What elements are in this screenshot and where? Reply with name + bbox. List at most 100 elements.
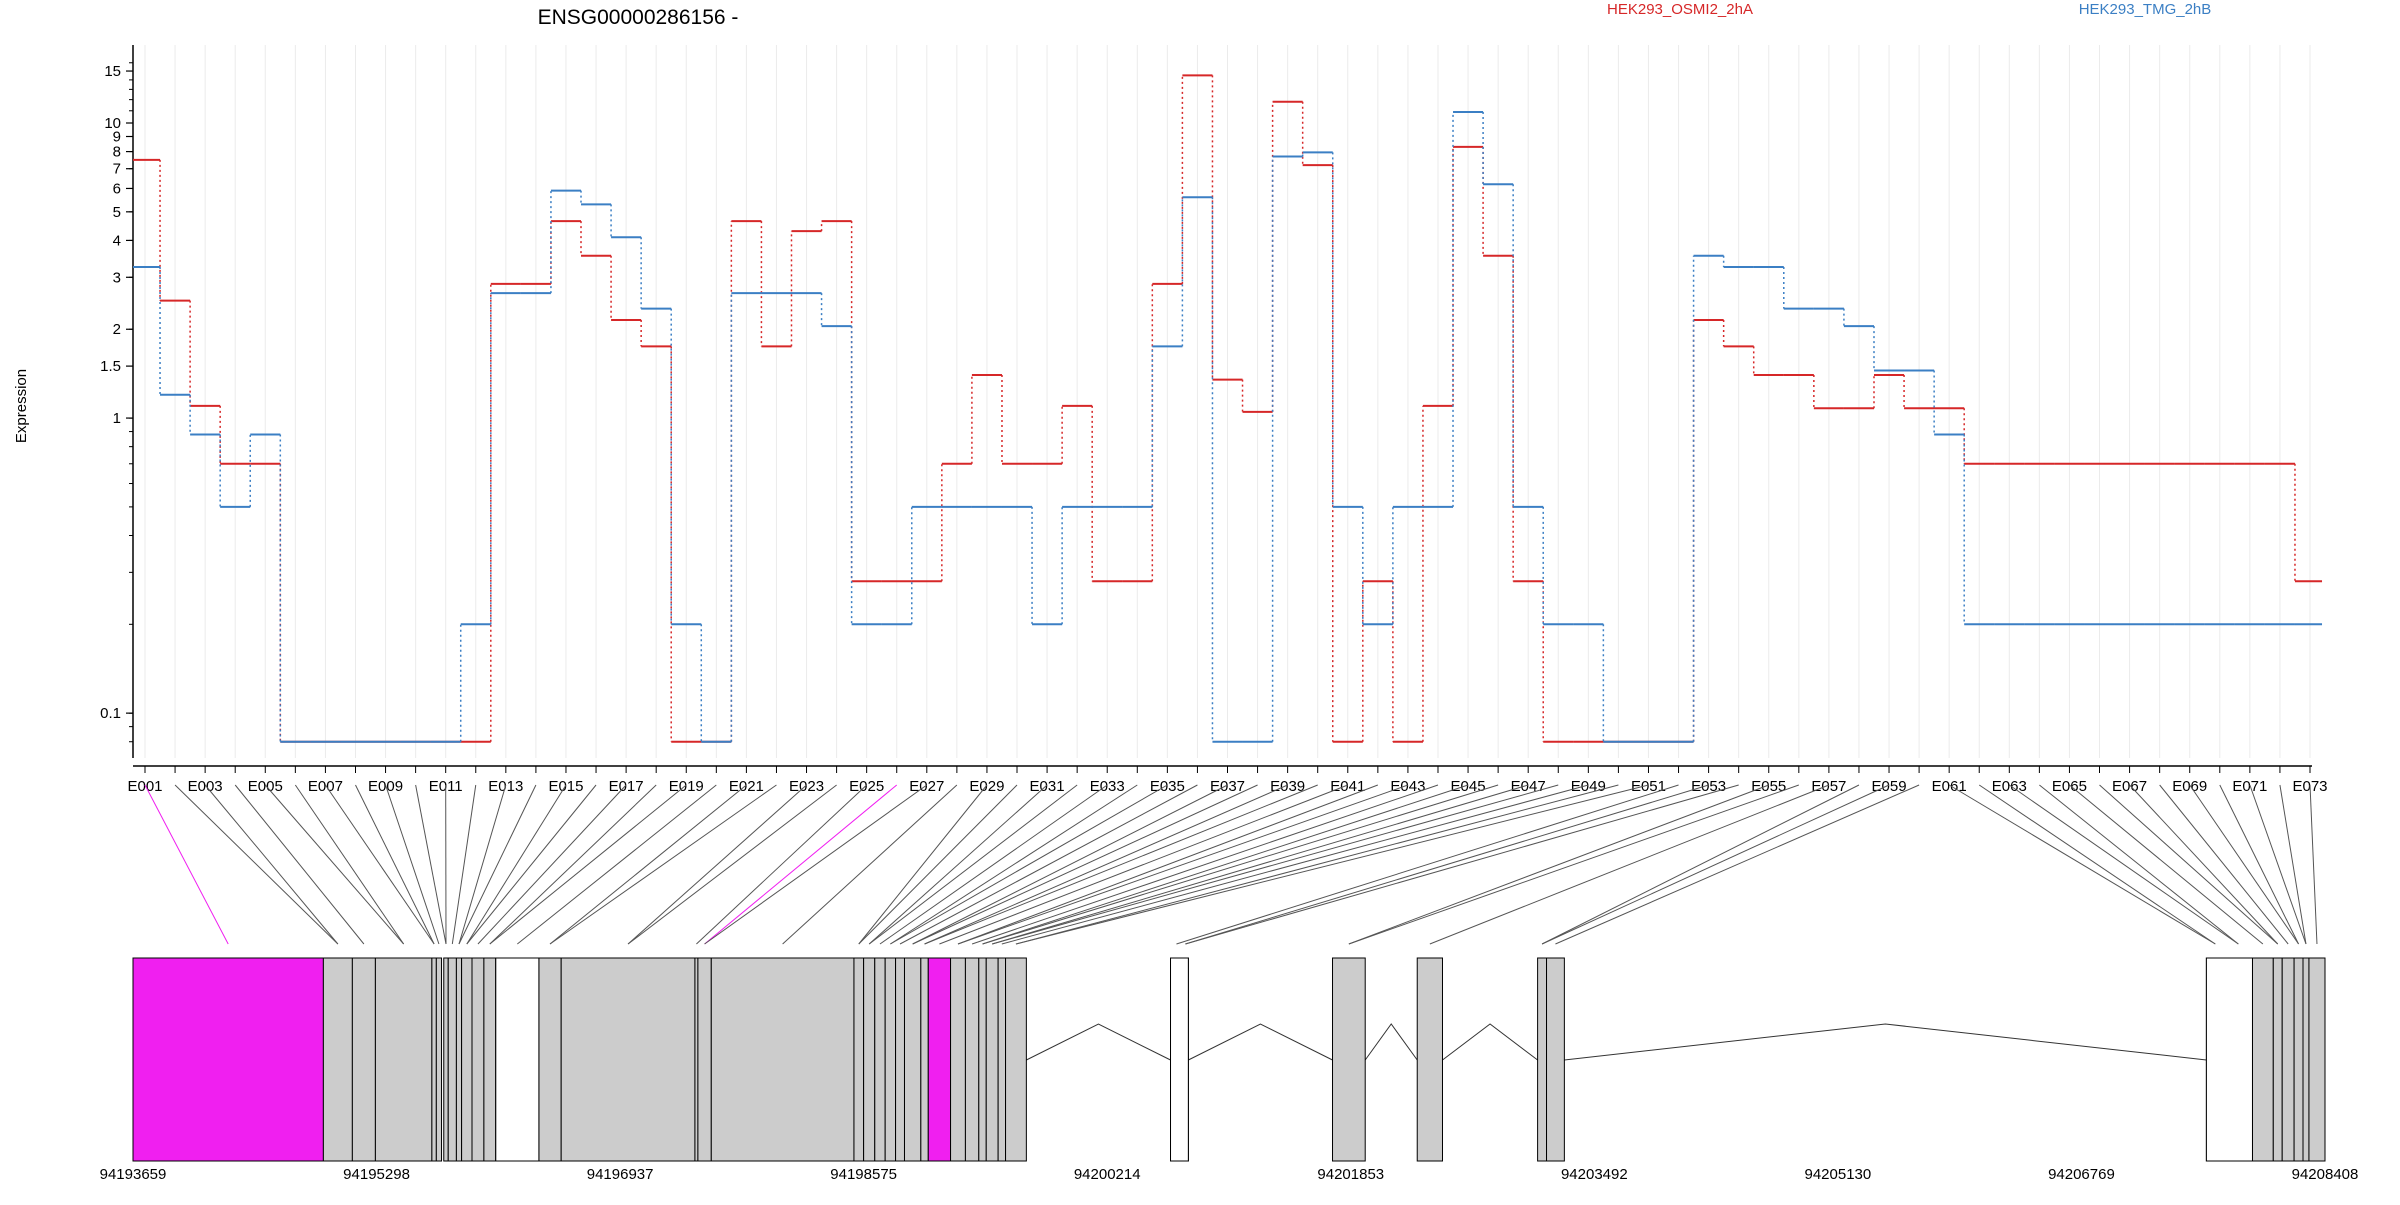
x-tick-label: E057 [1811,778,1846,795]
exon-connector [869,785,1077,944]
y-tick-label: 7 [113,161,121,178]
exon-connector [550,785,776,944]
exon-connector [2160,785,2288,944]
exon-connector [1176,785,1678,944]
exon-box [352,958,375,1161]
exon-box [323,958,352,1161]
exon-connector [295,785,403,944]
intron-line [1564,1024,2206,1060]
x-tick-label: E015 [548,778,583,795]
coordinate-label: 94193659 [100,1166,167,1183]
exon-box [2252,958,2273,1161]
x-tick-label: E045 [1451,778,1486,795]
exon-box [998,958,1005,1161]
exon-connector [490,785,656,944]
y-tick-label: 8 [113,144,121,161]
gene-model: 94193659 94195298 94196937 94198575 94200214… [100,958,2359,1183]
x-tick-label: E041 [1330,778,1365,795]
x-tick-label: E005 [248,778,283,795]
x-tick-label: E031 [1030,778,1065,795]
exon-connector [696,785,866,944]
exon-box [375,958,431,1161]
x-tick-label: E063 [1992,778,2027,795]
x-tick-label: E047 [1511,778,1546,795]
exon-connector [705,785,927,944]
exon-connector [459,785,506,944]
exon-connector [1349,785,1799,944]
y-tick-label: 1 [113,410,121,427]
exon-connector [983,785,1469,944]
x-tick-label: E003 [188,778,223,795]
x-tick-label: E029 [969,778,1004,795]
exon-box [472,958,484,1161]
intron-line [1442,1024,1537,1060]
exon-box [436,958,441,1161]
exon-box [979,958,986,1161]
x-tick-label: E033 [1090,778,1125,795]
exon-connector [490,785,686,944]
exon-connector [992,785,1558,944]
y-tick-label: 15 [104,63,121,80]
intron-line [1188,1024,1332,1060]
coordinate-label: 94201853 [1317,1166,1384,1183]
exon-connector [2039,785,2238,944]
x-tick-label: E025 [849,778,884,795]
exon-connector [205,785,338,944]
coordinate-label: 94195298 [343,1166,410,1183]
coordinate-label: 94196937 [587,1166,654,1183]
x-tick-label: E007 [308,778,343,795]
exon-box [1006,958,1027,1161]
exon-connector [628,785,837,944]
y-tick-label: 5 [113,204,121,221]
exon-connector [467,785,566,944]
exon-connector [705,785,897,944]
exon-box [921,958,928,1161]
x-tick-label: E065 [2052,778,2087,795]
exon-box [539,958,561,1161]
exon-box-blank [496,958,539,1161]
exon-connector [2100,785,2278,944]
coordinate-label: 94205130 [1805,1166,1872,1183]
chart-title: ENSG00000286156 - [538,6,739,29]
x-tick-label: E051 [1631,778,1666,795]
legend-label-series-1: HEK293_OSMI2_2hA [1607,1,1753,18]
exon-connector [900,785,1197,944]
exon-connector [1016,785,1649,944]
exon-box [561,958,695,1161]
coordinate-label: 94198575 [830,1166,897,1183]
y-tick-label: 3 [113,269,121,286]
y-axis-label: Expression [13,369,30,443]
exon-connector [2280,785,2306,944]
x-tick-label: E069 [2172,778,2207,795]
exon-connector [355,785,434,944]
coordinate-label: 94208408 [2292,1166,2359,1183]
exon-box [2303,958,2309,1161]
exon-box [711,958,854,1161]
exon-box [2273,958,2282,1161]
exon-box [1538,958,1547,1161]
x-tick-label: E017 [609,778,644,795]
x-tick-label: E001 [127,778,162,795]
exon-connector [2069,785,2262,944]
exon-connector [939,785,1347,944]
exon-box [456,958,461,1161]
coordinate-label: 94206769 [2048,1166,2115,1183]
exon-box [864,958,875,1161]
coordinate-label: 94200214 [1074,1166,1141,1183]
exon-connector [1949,785,2215,944]
exon-connector [1979,785,2215,944]
exon-connector [452,785,475,944]
exon-box [698,958,711,1161]
exon-box [2282,958,2294,1161]
exon-connector [478,785,626,944]
exon-connector [783,785,957,944]
exon-connector [459,785,536,944]
exon-connectors [145,785,2317,944]
exon-box [875,958,885,1161]
exon-connector [983,785,1499,944]
exon-box [928,958,950,1161]
exon-connector [913,785,1228,944]
exon-box [2294,958,2303,1161]
